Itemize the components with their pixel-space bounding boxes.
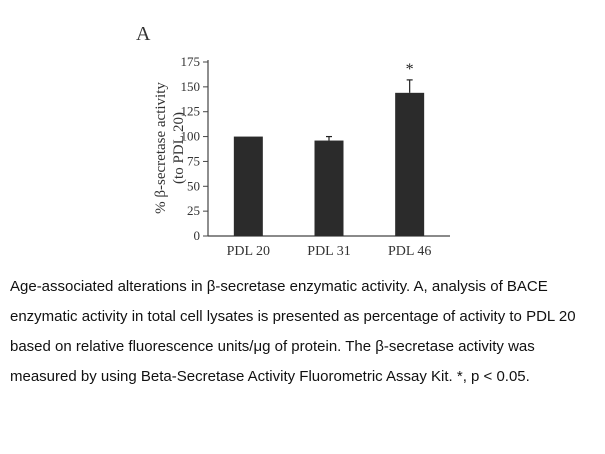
bar-chart: A % β-secretase activity (to PDL 20) 0 25… xyxy=(136,23,450,259)
y-tick-label: 175 xyxy=(181,54,201,69)
y-tick-label: 150 xyxy=(181,79,201,94)
y-tick-label: 25 xyxy=(187,203,200,218)
x-tick-label: PDL 31 xyxy=(307,244,350,259)
significance-marker: * xyxy=(406,61,414,78)
axes: 0 25 50 75 100 125 150 175 PDL 20 PDL 31 PDL 46 xyxy=(181,54,450,259)
y-tick-label: 75 xyxy=(187,153,200,168)
panel-label: A xyxy=(136,23,151,45)
x-tick-label: PDL 20 xyxy=(227,244,270,259)
y-tick-label: 125 xyxy=(181,104,201,119)
bars: * xyxy=(233,61,425,236)
bar xyxy=(233,136,263,236)
y-axis-title-line2: (to PDL 20) xyxy=(171,112,187,184)
y-tick-label: 50 xyxy=(187,178,200,193)
figure-caption: Age-associated alterations in β-secretas… xyxy=(10,278,576,385)
x-tick-label: PDL 46 xyxy=(388,244,431,259)
y-tick-label: 0 xyxy=(194,228,201,243)
y-axis-title: % β-secretase activity (to PDL 20) xyxy=(153,82,187,214)
bar xyxy=(314,140,344,236)
bar xyxy=(395,92,425,236)
y-axis-title-line1: % β-secretase activity xyxy=(153,82,169,214)
y-tick-label: 100 xyxy=(181,129,201,144)
